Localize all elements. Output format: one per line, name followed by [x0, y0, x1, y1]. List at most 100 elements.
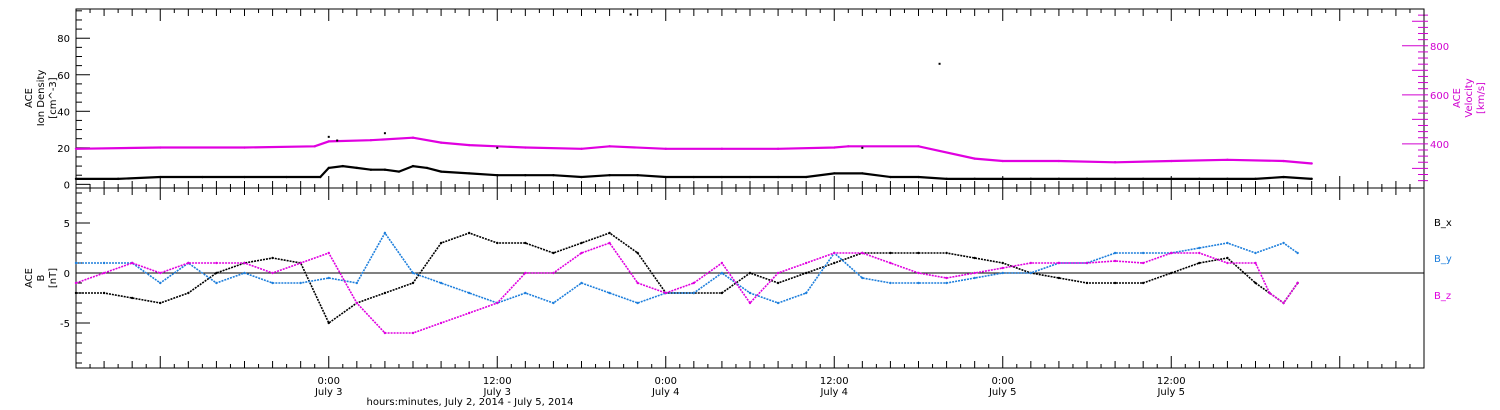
bz-point: [439, 321, 443, 325]
bz-point: [748, 301, 752, 305]
by-point: [580, 281, 583, 285]
velocity-point: [1113, 161, 1117, 164]
bx-point: [439, 241, 443, 245]
bx-point: [917, 251, 920, 255]
by-point: [1198, 246, 1201, 250]
bz-point: [102, 271, 106, 275]
density-point: [776, 175, 780, 179]
day-tick-label: July 4: [651, 387, 680, 398]
velocity-point: [369, 138, 373, 142]
bx-point: [159, 301, 162, 305]
bz-point: [664, 291, 667, 295]
bx-point: [467, 231, 471, 235]
density-point: [319, 175, 322, 179]
bz-point: [608, 241, 611, 245]
bx-point: [1057, 276, 1061, 280]
by-point: [1282, 241, 1285, 245]
velocity-point: [74, 147, 78, 150]
bx-point: [496, 241, 499, 245]
velocity-point: [313, 145, 316, 148]
b-tick-label: -5: [60, 319, 70, 330]
bz-point: [187, 261, 190, 265]
density-point: [973, 177, 976, 181]
day-tick-label: July 5: [988, 387, 1017, 398]
density-point: [1085, 177, 1089, 181]
velocity-label-line2: Velocity: [1464, 78, 1475, 117]
by-point: [720, 271, 724, 275]
bz-point: [467, 311, 471, 315]
density-outlier-point: [629, 13, 632, 16]
day-tick-label: July 5: [1156, 387, 1185, 398]
bx-point: [580, 241, 583, 245]
bz-point: [580, 251, 583, 255]
velocity-label-line1: ACE: [1452, 88, 1463, 108]
bz-point: [917, 271, 920, 275]
bx-point: [833, 261, 836, 265]
bz-point: [692, 281, 696, 285]
density-point: [369, 168, 373, 171]
bx-point: [1226, 256, 1229, 260]
legend-by: B_y: [1434, 254, 1452, 265]
bz-point: [636, 281, 639, 285]
bz-point: [243, 261, 246, 265]
density-point: [1254, 177, 1257, 181]
velocity-point: [524, 146, 527, 149]
density-point: [1141, 177, 1145, 181]
density-label-line1: ACE: [24, 88, 35, 108]
by-point: [467, 291, 471, 295]
by-point: [383, 231, 387, 235]
bx-point: [215, 271, 218, 275]
density-point: [748, 175, 752, 179]
bz-point: [973, 271, 976, 275]
bz-point: [1141, 261, 1145, 265]
bx-point: [187, 291, 190, 295]
by-point: [355, 281, 359, 285]
density-outlier-point: [327, 135, 330, 138]
density-point: [1282, 175, 1285, 179]
velocity-point: [439, 141, 443, 144]
velocity-point: [776, 147, 780, 150]
bz-point: [1198, 251, 1201, 255]
by-point: [804, 291, 808, 295]
density-outlier-point: [861, 146, 864, 149]
bz-point: [1029, 261, 1033, 265]
velocity-point: [411, 136, 415, 139]
density-point: [804, 175, 808, 179]
density-point: [383, 168, 387, 171]
time-tick-label: 12:00: [820, 376, 849, 387]
by-point: [439, 281, 443, 285]
velocity-point: [1001, 159, 1004, 163]
bx-point: [608, 231, 611, 235]
bz-point: [1268, 291, 1271, 295]
density-tick-label: 40: [57, 107, 70, 118]
density-point: [861, 172, 864, 175]
bz-point: [383, 331, 387, 335]
bz-point: [74, 281, 78, 285]
by-point: [299, 281, 302, 285]
velocity-point: [243, 146, 246, 149]
bz-point: [1085, 261, 1089, 265]
density-point: [74, 177, 78, 181]
bz-point: [1226, 261, 1229, 265]
bx-point: [1113, 281, 1117, 285]
density-point: [425, 166, 429, 170]
velocity-tick-label: 600: [1430, 91, 1449, 102]
velocity-point: [1310, 162, 1313, 165]
by-point: [215, 281, 218, 285]
by-point: [1029, 271, 1033, 275]
by-point: [411, 271, 415, 275]
bottom-series: [74, 231, 1299, 335]
time-axis-title: hours:minutes, July 2, 2014 - July 5, 20…: [367, 397, 574, 408]
by-point: [889, 281, 892, 285]
bz-point: [524, 271, 527, 275]
b-axis-label: ACE B [nT]: [24, 268, 59, 288]
velocity-label-line3: [km/s]: [1476, 82, 1487, 114]
bz-series: [75, 242, 1299, 334]
velocity-point: [467, 143, 471, 147]
density-point: [917, 175, 920, 179]
by-point: [1001, 271, 1004, 275]
by-point: [1141, 251, 1145, 255]
density-point: [1310, 177, 1313, 181]
by-point: [692, 291, 696, 295]
